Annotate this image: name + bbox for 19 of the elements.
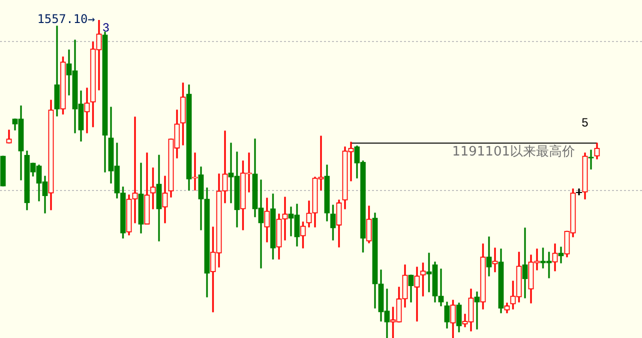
candlestick <box>150 168 156 210</box>
candlestick <box>522 228 528 298</box>
candlestick <box>414 266 420 322</box>
annotation: 3 <box>102 20 110 34</box>
candlestick <box>420 262 426 296</box>
candlestick <box>558 246 564 264</box>
candlestick <box>576 188 582 196</box>
candlestick <box>492 248 498 272</box>
annotation: 1557.10→ <box>37 12 95 26</box>
candlestick <box>84 88 90 134</box>
candlestick <box>438 268 444 306</box>
candlestick <box>192 152 198 190</box>
candlestick <box>588 150 594 170</box>
candlestick <box>132 116 138 224</box>
candlestick <box>474 292 480 330</box>
candlestick <box>282 196 288 240</box>
candlestick <box>222 130 228 204</box>
annotation: 1191101以来最高价 <box>452 143 575 160</box>
annotation: 5 <box>582 115 589 130</box>
